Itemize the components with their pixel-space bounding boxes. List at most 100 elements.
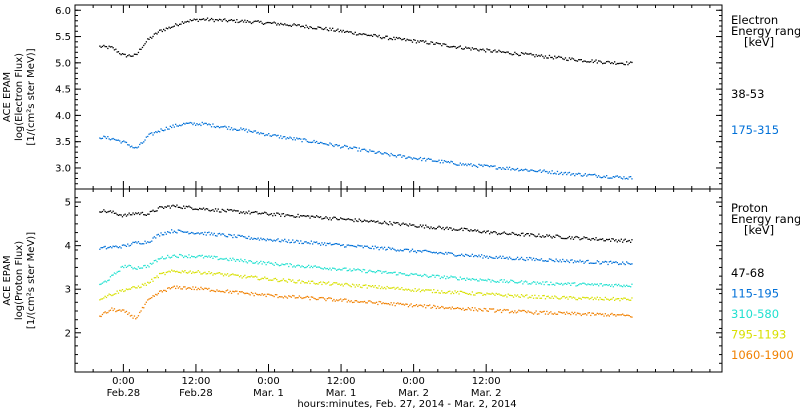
data-point — [136, 287, 138, 289]
data-point — [184, 231, 186, 233]
data-point — [367, 300, 370, 302]
data-point — [540, 171, 543, 173]
data-point — [284, 215, 286, 218]
data-point — [612, 296, 614, 299]
data-point — [253, 20, 255, 23]
data-point — [566, 59, 568, 61]
data-point — [504, 257, 507, 259]
data-point — [508, 166, 511, 168]
data-point — [132, 241, 134, 243]
y-axis-label: [1/(cm²s ster MeV)] — [26, 48, 37, 145]
data-point — [506, 280, 508, 282]
data-point — [454, 255, 456, 257]
data-point — [171, 229, 173, 231]
data-point — [336, 218, 338, 220]
data-point — [244, 259, 246, 261]
data-point — [233, 291, 235, 293]
data-point — [397, 286, 399, 289]
data-point — [200, 232, 202, 234]
data-point — [205, 287, 207, 290]
data-point — [554, 172, 556, 174]
data-point — [486, 292, 488, 294]
data-point — [532, 297, 535, 299]
data-point — [560, 171, 563, 174]
data-point — [105, 137, 108, 140]
data-point — [107, 211, 109, 213]
data-point — [582, 282, 584, 284]
data-point — [587, 283, 589, 285]
data-point — [120, 142, 122, 144]
data-point — [143, 265, 145, 267]
data-point — [438, 159, 440, 161]
data-point — [578, 237, 580, 239]
data-point — [196, 232, 198, 234]
data-point — [107, 311, 109, 314]
data-point — [165, 126, 167, 128]
data-point — [183, 231, 185, 233]
data-point — [405, 288, 407, 290]
y-axis-label: [1/(cm²s ster MeV)] — [26, 232, 37, 329]
data-point — [450, 160, 452, 162]
data-point — [127, 313, 129, 315]
data-point — [302, 266, 304, 268]
data-point — [289, 136, 291, 138]
data-point — [526, 53, 528, 55]
data-point — [362, 284, 364, 287]
data-point — [135, 146, 137, 149]
data-point — [254, 262, 257, 264]
data-point — [540, 283, 543, 285]
data-point — [366, 34, 368, 37]
data-point — [129, 315, 132, 317]
data-point — [298, 295, 300, 297]
data-point — [221, 273, 223, 275]
data-point — [229, 209, 231, 211]
data-point — [205, 208, 207, 210]
data-point — [289, 24, 291, 27]
data-point — [383, 302, 386, 305]
data-point — [214, 19, 217, 21]
data-point — [603, 62, 605, 64]
data-point — [385, 270, 387, 273]
data-point — [527, 283, 529, 285]
data-point — [188, 21, 190, 23]
data-point — [547, 172, 549, 174]
x-tick-time: 12:00 — [327, 376, 356, 387]
data-point — [189, 257, 191, 259]
data-point — [504, 51, 507, 54]
data-point — [564, 57, 567, 59]
data-point — [425, 249, 427, 251]
data-point — [144, 264, 146, 267]
data-point — [349, 285, 351, 287]
data-point — [209, 19, 211, 21]
data-point — [172, 204, 174, 206]
data-point — [453, 228, 455, 230]
data-point — [197, 287, 199, 290]
data-point — [304, 297, 306, 299]
data-point — [381, 303, 383, 305]
data-point — [248, 129, 250, 131]
data-point — [603, 284, 605, 286]
data-point — [515, 233, 517, 236]
data-point — [104, 245, 106, 248]
data-point — [202, 288, 205, 291]
data-point — [518, 296, 520, 298]
data-point — [140, 243, 142, 245]
data-point — [214, 273, 217, 275]
data-point — [610, 285, 612, 287]
data-point — [539, 169, 541, 171]
data-point — [213, 126, 215, 128]
data-point — [137, 212, 140, 214]
data-point — [264, 211, 266, 213]
data-point — [532, 281, 535, 283]
data-point — [290, 263, 292, 266]
data-point — [177, 287, 179, 289]
data-point — [373, 220, 375, 222]
data-point — [184, 286, 186, 288]
data-point — [630, 61, 632, 63]
data-point — [168, 256, 170, 258]
data-point — [161, 30, 163, 33]
data-point — [445, 227, 447, 229]
data-point — [261, 132, 263, 135]
data-point — [254, 275, 257, 277]
data-point — [470, 229, 472, 231]
